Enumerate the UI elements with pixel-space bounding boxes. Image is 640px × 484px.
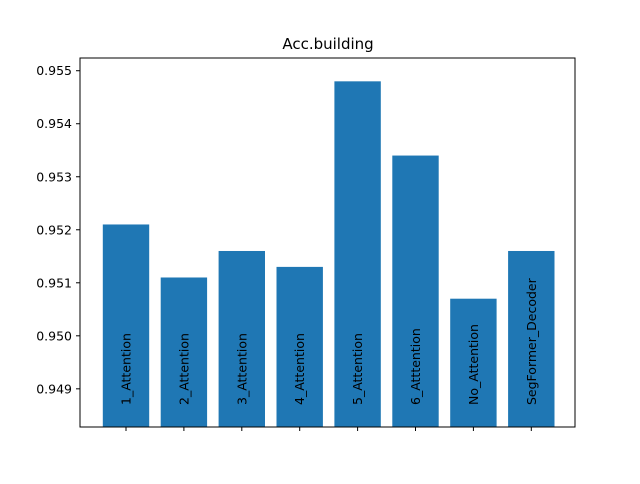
chart-title: Acc.building [282, 35, 373, 53]
bar-3_Attention [218, 250, 265, 427]
y-tick-label: 0.951 [36, 275, 72, 290]
bar-4_Attention [276, 266, 323, 427]
category-label-1_Attention: 1_Attention [119, 333, 134, 405]
category-label-SegFormer_Decoder: SegFormer_Decoder [524, 277, 539, 405]
y-tick-label: 0.952 [36, 222, 72, 237]
bars-layer [102, 81, 555, 428]
category-label-2_Attention: 2_Attention [176, 333, 191, 405]
y-tick-label: 0.954 [36, 116, 72, 131]
category-label-3_Attention: 3_Attention [234, 333, 249, 405]
y-tick-label: 0.955 [36, 63, 72, 78]
category-label-6_Atttention: 6_Atttention [408, 328, 423, 405]
bar-6_Atttention [392, 155, 439, 428]
y-tick-label: 0.950 [36, 328, 72, 343]
bar-labels-layer: 1_Attention 2_Attention 3_Attention 4_Atten… [119, 277, 539, 405]
bar-5_Attention [334, 81, 381, 427]
bar-No_Attention [450, 298, 497, 427]
category-label-5_Attention: 5_Attention [350, 333, 365, 405]
x-axis [125, 427, 532, 431]
category-label-4_Attention: 4_Attention [292, 333, 307, 405]
bar-SegFormer_Decoder [508, 250, 555, 427]
bar-1_Attention [102, 224, 150, 427]
plot-frame [79, 57, 576, 428]
y-axis: 0.949 0.950 0.951 0.952 0.953 0.954 0.955 [36, 63, 80, 396]
y-tick-label: 0.949 [36, 381, 72, 396]
y-tick-label: 0.953 [36, 169, 72, 184]
bar-2_Attention [160, 277, 208, 427]
category-label-No_Attention: No_Attention [466, 324, 481, 405]
